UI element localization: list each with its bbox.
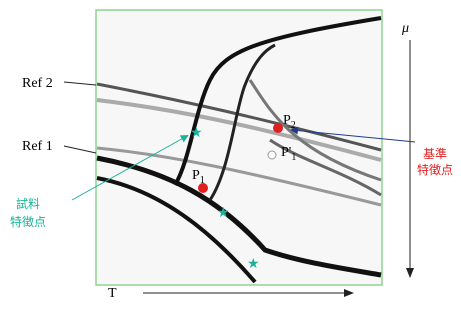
reference-annotation: 特徴点 [417, 162, 453, 177]
sample-annotation: 特徴点 [10, 214, 46, 229]
t-label: T [108, 286, 117, 301]
figure: ★ ★ ★ μ T Ref 2 Ref 1 P2 P1 P'1 基準 特徴点 試… [0, 0, 461, 322]
reference-annotation: 基準 [423, 146, 447, 161]
star: ★ [247, 257, 260, 272]
ref-label: Ref 2 [22, 76, 53, 91]
star: ★ [190, 126, 203, 141]
ref-label: Ref 1 [22, 139, 53, 154]
ref-line [64, 82, 96, 85]
sample-annotation: 試料 [16, 196, 40, 211]
star: ★ [217, 206, 230, 221]
image-panel: ★ ★ ★ [96, 10, 382, 285]
ref-line [64, 146, 96, 153]
mu-label: μ [401, 21, 409, 36]
